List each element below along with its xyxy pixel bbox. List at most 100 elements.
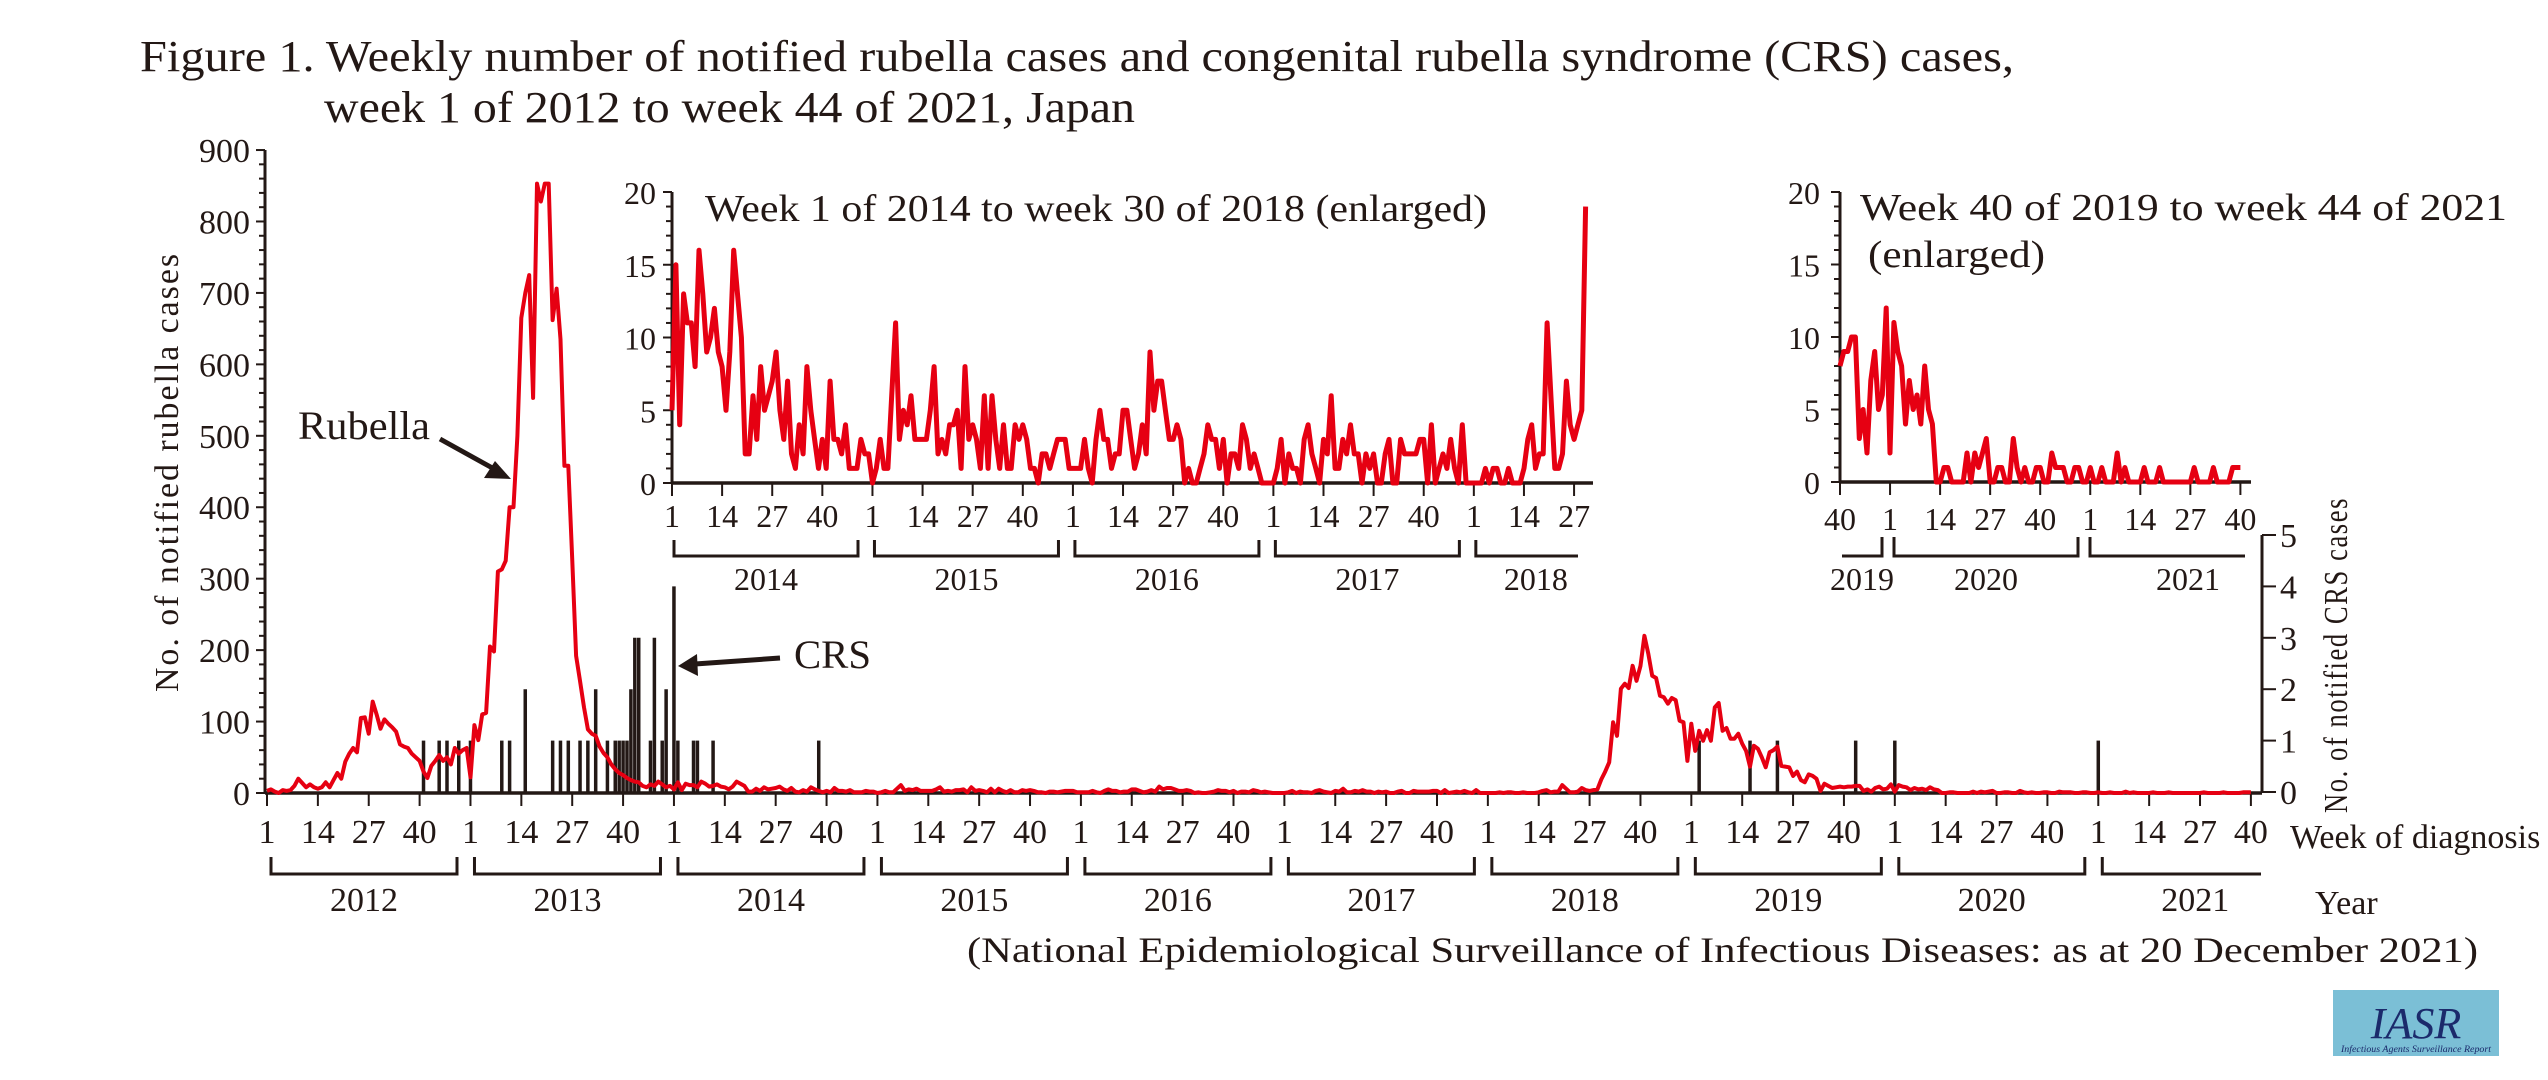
inset-chart-2019-2021: 0 5 10 15 20 40 1 14 27 40 1 14 27 40 2019 2020 2021: [1788, 175, 2256, 597]
x-tick-label: 40: [2234, 814, 2268, 851]
x-tick-label: 1: [1466, 498, 1482, 534]
x-tick-label: 1: [664, 498, 680, 534]
year-label: 2021: [2161, 882, 2229, 919]
logo-text: IASR: [2370, 999, 2462, 1048]
x-tick-label: 40: [2224, 501, 2256, 537]
year-bracket: [1273, 540, 1461, 558]
crs-annotation: CRS: [794, 632, 871, 677]
x-tick-label: 1: [864, 498, 880, 534]
rubella-line: [266, 181, 2251, 795]
logo-subtitle: Infectious Agents Surveillance Report: [2340, 1044, 2492, 1054]
x-tick-label: 27: [756, 498, 788, 534]
year-bracket: [1474, 540, 1578, 558]
y-tick-label: 800: [199, 204, 250, 241]
x-tick-label: 14: [1115, 814, 1149, 851]
x-tick-label: 40: [1013, 814, 1047, 851]
y-tick-label: 0: [233, 776, 250, 813]
y-right-tick-label: 5: [2280, 518, 2297, 555]
x-tick-label: 27: [957, 498, 989, 534]
x-tick-label: 14: [1307, 498, 1339, 534]
x-tick-label: 1: [1276, 814, 1293, 851]
y-tick-label: 0: [1804, 465, 1820, 501]
year-label: 2017: [1335, 561, 1399, 597]
y-tick-label: 15: [1788, 248, 1820, 284]
x-tick-label: 40: [1408, 498, 1440, 534]
y-right-tick-label: 1: [2280, 724, 2297, 761]
year-bracket: [472, 857, 662, 876]
x-tick-label: 14: [907, 498, 939, 534]
x-axis-label-week: Week of diagnosis: [2290, 819, 2540, 856]
year-label: 2012: [330, 882, 398, 919]
year-label: 2014: [734, 561, 798, 597]
y-axis-left-label: No. of notified rubella cases: [149, 252, 186, 692]
year-bracket: [1073, 540, 1261, 558]
x-tick-label: 14: [504, 814, 538, 851]
x-tick-label: 1: [2082, 501, 2098, 537]
year-label: 2014: [737, 882, 805, 919]
x-tick-label: 27: [1974, 501, 2006, 537]
year-bracket: [1842, 537, 1884, 558]
x-tick-label: 1: [1072, 814, 1089, 851]
x-tick-label: 40: [2030, 814, 2064, 851]
y-right-tick-label: 3: [2280, 621, 2297, 658]
year-label: 2015: [934, 561, 998, 597]
y-tick-label: 10: [1788, 320, 1820, 356]
x-tick-label: 27: [962, 814, 996, 851]
y-right-tick-label: 2: [2280, 672, 2297, 709]
x-tick-label: 27: [2183, 814, 2217, 851]
logo-background: [2333, 990, 2499, 1056]
x-tick-label: 40: [403, 814, 437, 851]
x-tick-label: 40: [1623, 814, 1657, 851]
x-tick-label: 27: [555, 814, 589, 851]
year-label: 2018: [1551, 882, 1619, 919]
x-tick-label: 40: [1827, 814, 1861, 851]
year-label: 2020: [1958, 882, 2026, 919]
year-bracket: [1897, 857, 2087, 876]
figure-title-line1: Figure 1. Weekly number of notified rube…: [140, 32, 2014, 81]
year-label: 2013: [533, 882, 601, 919]
year-label: 2020: [1954, 561, 2018, 597]
y-tick-label: 500: [199, 419, 250, 456]
year-label: 2016: [1135, 561, 1199, 597]
x-tick-label: 1: [2090, 814, 2107, 851]
x-tick-label: 27: [2174, 501, 2206, 537]
x-tick-label: 27: [1358, 498, 1390, 534]
figure-title-line2: week 1 of 2012 to week 44 of 2021, Japan: [324, 83, 1135, 132]
year-label: 2015: [940, 882, 1008, 919]
year-bracket: [879, 857, 1069, 876]
x-tick-label: 1: [665, 814, 682, 851]
year-bracket: [1693, 857, 1883, 876]
x-tick-label: 14: [1929, 814, 1963, 851]
x-tick-label: 40: [606, 814, 640, 851]
x-tick-label: 1: [462, 814, 479, 851]
x-tick-label: 14: [2124, 501, 2156, 537]
x-tick-label: 27: [1558, 498, 1590, 534]
x-axis-label-year: Year: [2315, 885, 2378, 922]
y-tick-label: 100: [199, 705, 250, 742]
x-tick-label: 40: [806, 498, 838, 534]
inset-chart-2014-2018: 0 5 10 15 20 1 14 27 40 1 14 27 40 1 14 27 40 1 14 27 40 1 14 2…: [624, 175, 1593, 597]
year-label: 2021: [2156, 561, 2220, 597]
y-tick-label: 20: [624, 175, 656, 211]
x-tick-label: 40: [1217, 814, 1251, 851]
y-tick-label: 5: [640, 393, 656, 429]
x-tick-label: 14: [911, 814, 945, 851]
x-tick-label: 40: [1007, 498, 1039, 534]
y-tick-label: 300: [199, 562, 250, 599]
year-bracket: [1083, 857, 1273, 876]
inset1-rubella-line: [669, 206, 1589, 486]
y-tick-label: 20: [1788, 175, 1820, 211]
x-tick-label: 1: [1065, 498, 1081, 534]
x-tick-label: 40: [2024, 501, 2056, 537]
year-bracket: [1286, 857, 1476, 876]
year-bracket: [672, 540, 860, 558]
year-bracket: [269, 857, 459, 876]
y-right-tick-label: 0: [2280, 775, 2297, 812]
x-tick-label: 14: [708, 814, 742, 851]
x-tick-label: 27: [1166, 814, 1200, 851]
y-tick-label: 900: [199, 133, 250, 170]
x-tick-label: 40: [810, 814, 844, 851]
iasr-logo: IASR Infectious Agents Surveillance Repo…: [2333, 990, 2499, 1056]
x-tick-label: 1: [1479, 814, 1496, 851]
inset2-rubella-line: [1837, 305, 2241, 485]
